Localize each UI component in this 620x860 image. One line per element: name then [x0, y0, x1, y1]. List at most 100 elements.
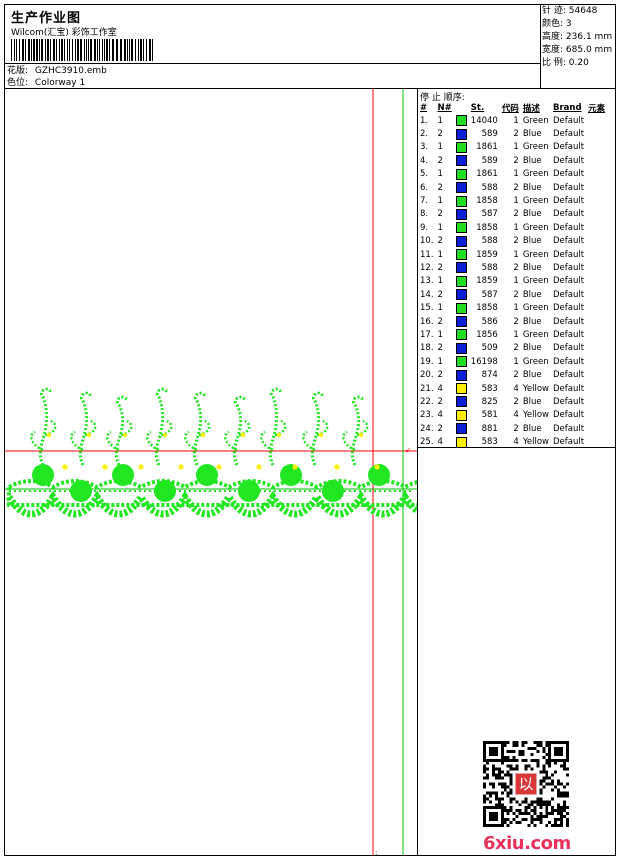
row-stitches: 1861	[476, 169, 498, 180]
embroidered-circle	[322, 480, 344, 502]
color-swatch	[455, 262, 467, 274]
row-swatch	[454, 208, 469, 221]
table-row: 20. 2 874 2 Blue Default	[418, 368, 607, 381]
row-needle: 2	[437, 423, 443, 434]
row-code: 1	[513, 329, 519, 340]
row-element	[586, 355, 607, 368]
embroidered-circle	[32, 464, 54, 486]
color-swatch	[455, 208, 467, 220]
row-desc: Blue	[522, 262, 542, 273]
row-code: 1	[513, 249, 519, 260]
row-swatch	[454, 342, 469, 355]
row-stitches: 588	[481, 236, 498, 247]
row-needle: 1	[437, 115, 443, 126]
row-stitches: 1856	[476, 329, 498, 340]
row-element	[586, 328, 607, 341]
color-swatch	[455, 155, 467, 167]
row-needle: 1	[437, 196, 443, 207]
row-desc: Green	[522, 196, 549, 207]
row-brand: Default	[553, 236, 585, 247]
stop-sequence-title: 停 止 顺序:	[420, 93, 465, 103]
table-row: 12. 2 588 2 Blue Default	[418, 261, 607, 274]
site-logo: 6xiu.com	[483, 833, 571, 854]
row-stitches: 1858	[476, 303, 498, 314]
row-index: 1.	[420, 115, 429, 126]
studio-name: Wilcom(汇宝) 彩饰工作室	[11, 28, 117, 38]
design-stats: 针 迹: 54648 颜色: 3 高度: 236.1 mm 宽度: 685.0 …	[542, 5, 612, 70]
row-element	[586, 127, 607, 140]
colorway-value: Colorway 1	[34, 78, 86, 88]
color-swatch	[455, 115, 467, 127]
row-stitches: 1859	[476, 276, 498, 287]
col-desc: 描述	[522, 103, 540, 114]
vine-leaf	[106, 419, 133, 452]
row-brand: Default	[553, 437, 585, 448]
row-desc: Green	[522, 222, 549, 233]
pattern-value: GZHC3910.emb	[34, 66, 107, 76]
header-divider	[5, 63, 541, 64]
row-index: 4.	[420, 155, 429, 166]
row-stitches: 589	[481, 129, 498, 140]
row-element	[586, 288, 607, 301]
table-bottom-border	[417, 447, 615, 448]
row-desc: Blue	[522, 316, 542, 327]
table-row: 6. 2 588 2 Blue Default	[418, 181, 607, 194]
corner-mark: ↙	[405, 446, 411, 454]
embroidered-circle	[368, 464, 390, 486]
row-brand: Default	[553, 423, 585, 434]
row-stitches: 509	[481, 343, 498, 354]
row-brand: Default	[553, 115, 585, 126]
row-needle: 2	[437, 396, 443, 407]
row-code: 2	[513, 396, 519, 407]
row-element	[586, 248, 607, 261]
pattern-label: 花版:	[7, 66, 29, 76]
row-stitches: 581	[481, 410, 498, 421]
row-code: 1	[513, 169, 519, 180]
col-swatch	[454, 101, 469, 114]
yellow-dot	[374, 464, 380, 470]
embroidered-circle	[112, 464, 134, 486]
row-index: 6.	[420, 182, 429, 193]
row-element	[586, 114, 607, 127]
yellow-dot	[178, 464, 184, 470]
row-stitches: 589	[481, 155, 498, 166]
row-swatch	[454, 194, 469, 207]
row-code: 2	[513, 209, 519, 220]
row-stitches: 874	[481, 370, 498, 381]
color-swatch	[455, 369, 467, 381]
color-swatch	[455, 383, 467, 394]
vine-leaf	[224, 419, 251, 452]
table-row: 9. 1 1858 1 Green Default	[418, 221, 607, 234]
row-brand: Default	[553, 182, 585, 193]
yellow-dot	[256, 464, 262, 470]
row-stitches: 587	[481, 209, 498, 220]
colorway-label: 色位:	[7, 78, 29, 88]
row-element	[586, 435, 607, 448]
row-index: 17.	[420, 329, 434, 340]
row-needle: 1	[437, 169, 443, 180]
stitch-count: 针 迹: 54648	[542, 6, 598, 16]
row-stitches: 16198	[470, 356, 498, 367]
table-row: 18. 2 509 2 Blue Default	[418, 342, 607, 355]
row-swatch	[454, 301, 469, 314]
row-index: 13.	[420, 276, 434, 287]
row-code: 1	[513, 115, 519, 126]
vine-sprig	[192, 391, 207, 466]
row-needle: 4	[437, 383, 443, 394]
yellow-bud	[276, 432, 282, 438]
row-swatch	[454, 221, 469, 234]
row-element	[586, 141, 607, 154]
col-brand: Brand	[553, 102, 582, 113]
row-swatch	[454, 382, 469, 395]
table-row: 5. 1 1861 1 Green Default	[418, 168, 607, 181]
row-brand: Default	[553, 343, 585, 354]
col-index: #	[420, 102, 428, 113]
row-needle: 2	[437, 236, 443, 247]
vine-leaf	[184, 419, 211, 452]
row-code: 2	[513, 423, 519, 434]
vine-sprig	[232, 395, 247, 466]
color-swatch	[455, 141, 467, 153]
embroidered-circle	[70, 480, 92, 502]
color-swatch	[455, 235, 467, 247]
row-swatch	[454, 235, 469, 248]
